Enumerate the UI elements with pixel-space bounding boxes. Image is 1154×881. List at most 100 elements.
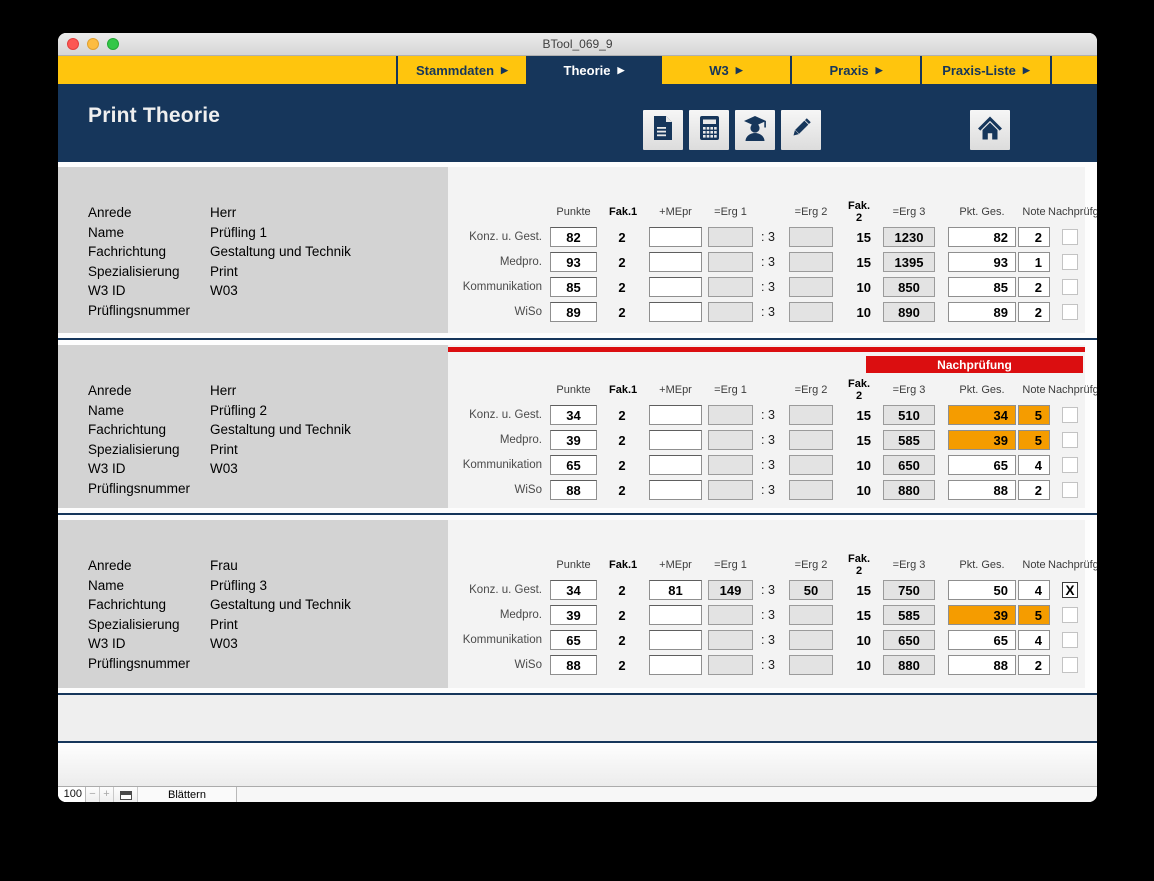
- mepr-field[interactable]: [649, 227, 702, 247]
- erg1-field[interactable]: [708, 455, 753, 475]
- mepr-field[interactable]: [649, 252, 702, 272]
- pktges-field[interactable]: 88: [948, 480, 1016, 500]
- pktges-field[interactable]: 39: [948, 430, 1016, 450]
- erg2-field[interactable]: [789, 252, 833, 272]
- mepr-field[interactable]: [649, 655, 702, 675]
- nachpruefg-checkbox[interactable]: [1062, 607, 1078, 623]
- punkte-field[interactable]: 34: [550, 405, 597, 425]
- pktges-field[interactable]: 82: [948, 227, 1016, 247]
- erg2-field[interactable]: [789, 405, 833, 425]
- tab-stammdaten[interactable]: Stammdaten ▶: [398, 56, 526, 84]
- note-field[interactable]: 4: [1018, 580, 1050, 600]
- erg1-field[interactable]: 149: [708, 580, 753, 600]
- erg3-field[interactable]: 585: [883, 605, 935, 625]
- erg2-field[interactable]: [789, 430, 833, 450]
- punkte-field[interactable]: 39: [550, 605, 597, 625]
- erg1-field[interactable]: [708, 655, 753, 675]
- punkte-field[interactable]: 93: [550, 252, 597, 272]
- punkte-field[interactable]: 88: [550, 655, 597, 675]
- pktges-field[interactable]: 65: [948, 455, 1016, 475]
- pktges-field[interactable]: 88: [948, 655, 1016, 675]
- note-field[interactable]: 5: [1018, 405, 1050, 425]
- edit-button[interactable]: [781, 110, 821, 150]
- nachpruefg-checkbox[interactable]: [1062, 657, 1078, 673]
- nachpruefg-checkbox[interactable]: [1062, 632, 1078, 648]
- note-field[interactable]: 5: [1018, 605, 1050, 625]
- note-field[interactable]: 2: [1018, 302, 1050, 322]
- erg1-field[interactable]: [708, 302, 753, 322]
- mepr-field[interactable]: [649, 480, 702, 500]
- mepr-field[interactable]: [649, 630, 702, 650]
- nachpruefg-checkbox[interactable]: [1062, 482, 1078, 498]
- student-button[interactable]: [735, 110, 775, 150]
- erg3-field[interactable]: 850: [883, 277, 935, 297]
- mepr-field[interactable]: [649, 430, 702, 450]
- mepr-field[interactable]: [649, 405, 702, 425]
- mode-popup[interactable]: Blättern: [138, 787, 237, 802]
- nachpruefg-checkbox[interactable]: X: [1062, 582, 1078, 598]
- erg1-field[interactable]: [708, 480, 753, 500]
- calculate-button[interactable]: [689, 110, 729, 150]
- erg1-field[interactable]: [708, 227, 753, 247]
- erg3-field[interactable]: 880: [883, 655, 935, 675]
- erg2-field[interactable]: [789, 227, 833, 247]
- nachpruefg-checkbox[interactable]: [1062, 457, 1078, 473]
- erg3-field[interactable]: 1230: [883, 227, 935, 247]
- punkte-field[interactable]: 82: [550, 227, 597, 247]
- mepr-field[interactable]: [649, 302, 702, 322]
- note-field[interactable]: 2: [1018, 480, 1050, 500]
- punkte-field[interactable]: 85: [550, 277, 597, 297]
- erg3-field[interactable]: 585: [883, 430, 935, 450]
- erg2-field[interactable]: [789, 455, 833, 475]
- punkte-field[interactable]: 39: [550, 430, 597, 450]
- nachpruefg-checkbox[interactable]: [1062, 304, 1078, 320]
- nachpruefg-checkbox[interactable]: [1062, 229, 1078, 245]
- nachpruefg-checkbox[interactable]: [1062, 254, 1078, 270]
- note-field[interactable]: 2: [1018, 655, 1050, 675]
- note-field[interactable]: 2: [1018, 277, 1050, 297]
- punkte-field[interactable]: 65: [550, 630, 597, 650]
- punkte-field[interactable]: 65: [550, 455, 597, 475]
- nachpruefg-checkbox[interactable]: [1062, 432, 1078, 448]
- erg1-field[interactable]: [708, 605, 753, 625]
- erg3-field[interactable]: 750: [883, 580, 935, 600]
- erg1-field[interactable]: [708, 630, 753, 650]
- erg2-field[interactable]: [789, 277, 833, 297]
- pktges-field[interactable]: 93: [948, 252, 1016, 272]
- erg2-field[interactable]: [789, 605, 833, 625]
- note-field[interactable]: 1: [1018, 252, 1050, 272]
- pktges-field[interactable]: 65: [948, 630, 1016, 650]
- erg3-field[interactable]: 1395: [883, 252, 935, 272]
- mepr-field[interactable]: 81: [649, 580, 702, 600]
- mepr-field[interactable]: [649, 455, 702, 475]
- tab-w3[interactable]: W3 ▶: [662, 56, 790, 84]
- pktges-field[interactable]: 50: [948, 580, 1016, 600]
- erg3-field[interactable]: 650: [883, 455, 935, 475]
- note-field[interactable]: 2: [1018, 227, 1050, 247]
- erg2-field[interactable]: [789, 630, 833, 650]
- print-report-button[interactable]: [643, 110, 683, 150]
- close-button[interactable]: [67, 38, 79, 50]
- erg1-field[interactable]: [708, 405, 753, 425]
- note-field[interactable]: 4: [1018, 630, 1050, 650]
- note-field[interactable]: 5: [1018, 430, 1050, 450]
- punkte-field[interactable]: 89: [550, 302, 597, 322]
- tab-praxis[interactable]: Praxis ▶: [792, 56, 920, 84]
- tab-theorie[interactable]: Theorie ▶: [528, 56, 660, 84]
- punkte-field[interactable]: 34: [550, 580, 597, 600]
- zoom-out-button[interactable]: −: [86, 787, 100, 802]
- erg2-field[interactable]: [789, 655, 833, 675]
- erg2-field[interactable]: 50: [789, 580, 833, 600]
- punkte-field[interactable]: 88: [550, 480, 597, 500]
- nachpruefg-checkbox[interactable]: [1062, 407, 1078, 423]
- window-titlebar[interactable]: BTool_069_9: [58, 33, 1097, 56]
- layout-mode-button[interactable]: [114, 787, 138, 802]
- home-button[interactable]: [970, 110, 1010, 150]
- pktges-field[interactable]: 85: [948, 277, 1016, 297]
- tab-praxis-liste[interactable]: Praxis-Liste ▶: [922, 56, 1050, 84]
- erg1-field[interactable]: [708, 277, 753, 297]
- erg2-field[interactable]: [789, 480, 833, 500]
- erg3-field[interactable]: 650: [883, 630, 935, 650]
- erg3-field[interactable]: 890: [883, 302, 935, 322]
- erg3-field[interactable]: 510: [883, 405, 935, 425]
